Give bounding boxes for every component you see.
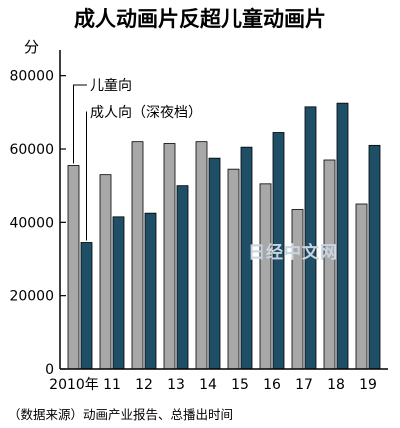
bar-series-1 [163,143,176,370]
y-axis-unit: 分 [24,38,39,56]
legend-label-series-2: 成人向（深夜档） [90,105,202,121]
bar-series-2 [336,102,349,370]
legend-leader-series-1 [73,84,87,164]
x-tick-label: 12 [135,377,153,393]
bar-series-1 [195,141,208,370]
x-tick-label: 13 [167,377,185,393]
chart-title: 成人动画片反超儿童动画片 [74,7,326,31]
bars [67,102,381,370]
bar-series-1 [323,159,336,370]
bar-series-2 [112,216,125,370]
bar-series-2 [80,242,93,370]
x-tick-label: 17 [295,377,313,393]
x-tick-label: 18 [327,377,345,393]
bar-series-1 [291,209,304,370]
bar-series-2 [208,157,221,370]
bar-series-1 [131,141,144,370]
x-tick-label: 15 [231,377,249,393]
x-tick-label: 16 [263,377,281,393]
y-axis: 0 20000 40000 60000 80000 [9,69,66,378]
y-tick-label: 0 [45,362,54,378]
y-tick-label: 20000 [9,289,54,305]
legend-label-series-1: 儿童向 [90,77,132,94]
bar-series-1 [259,183,272,370]
bar-series-2 [368,144,381,370]
y-tick-label: 80000 [9,69,54,85]
x-tick-label: 2010年 [49,377,99,393]
bar-series-1 [67,165,80,370]
legend: 儿童向 成人向（深夜档） [73,77,202,241]
y-tick-label: 40000 [9,215,54,231]
y-tick-label: 60000 [9,142,54,158]
x-tick-label: 14 [199,377,217,393]
bar-series-2 [176,185,189,370]
legend-leader-series-2 [86,111,87,241]
watermark: 日经中文网 [248,242,338,263]
x-tick-label: 19 [359,377,377,393]
bar-series-2 [144,212,157,370]
bar-series-2 [304,106,317,370]
source-note: （数据来源）动画产业报告、总播出时间 [8,407,233,422]
bar-series-1 [227,168,240,370]
x-axis: 2010年 11 12 13 14 15 16 17 18 19 [49,377,377,393]
bar-series-1 [99,174,112,370]
x-tick-label: 11 [103,377,121,393]
bar-series-1 [355,203,368,370]
